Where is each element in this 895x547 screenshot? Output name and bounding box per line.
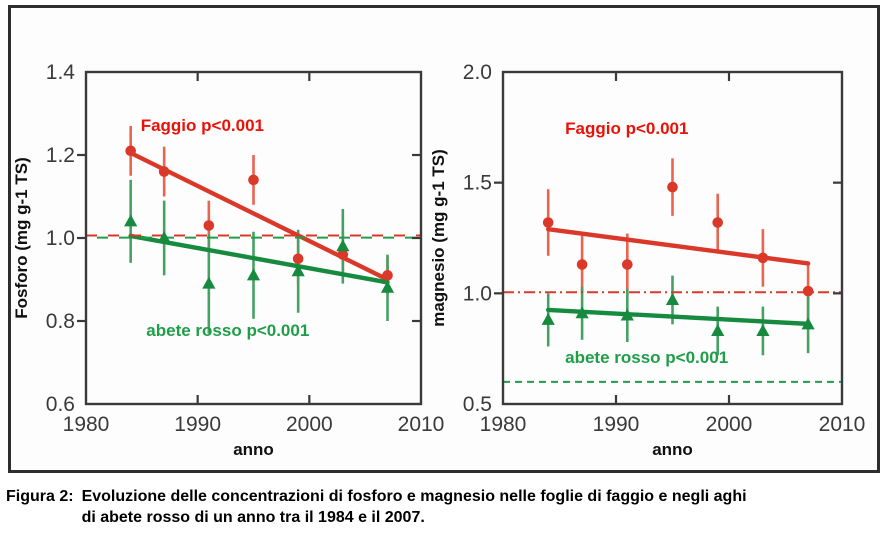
charts-svg: 1980 1990 2000 2010 0.6 0.8 1.0 1.2 1.4 anno Fosfo… bbox=[12, 61, 865, 459]
x-axis-label: anno bbox=[652, 440, 693, 459]
abete-rosso-point bbox=[202, 276, 216, 289]
y-tick-label: 0.5 bbox=[463, 393, 492, 416]
y-tick-label: 1.0 bbox=[463, 282, 492, 305]
y-tick-label: 1.5 bbox=[463, 172, 492, 195]
abete-rosso-trend-line bbox=[128, 233, 390, 285]
x-tick-label: 1980 bbox=[480, 413, 527, 436]
abete-rosso-point bbox=[291, 264, 305, 277]
faggio-point bbox=[667, 181, 678, 193]
figure-caption: Figura 2: Evoluzione delle concentrazion… bbox=[6, 486, 890, 528]
x-tick-label: 1990 bbox=[593, 413, 640, 436]
x-tick-label: 2010 bbox=[819, 413, 866, 436]
caption-label: Figura 2: bbox=[6, 488, 74, 505]
faggio-point bbox=[757, 252, 769, 264]
y-tick-label: 0.8 bbox=[46, 310, 75, 333]
faggio-point bbox=[712, 217, 723, 228]
x-tick-label: 2000 bbox=[286, 413, 333, 436]
faggio-annotation: Faggio p<0.001 bbox=[141, 116, 264, 135]
y-tick-label: 0.6 bbox=[46, 393, 75, 416]
faggio-point bbox=[382, 270, 393, 281]
faggio-point bbox=[622, 259, 633, 270]
caption-line1: Evoluzione delle concentrazioni di fosfo… bbox=[81, 488, 747, 505]
figure-frame: 1980 1990 2000 2010 0.6 0.8 1.0 1.2 1.4 anno Fosfo… bbox=[8, 5, 880, 473]
abete-rosso-point bbox=[620, 308, 634, 321]
faggio-point bbox=[542, 217, 554, 228]
y-tick-label: 1.0 bbox=[46, 227, 75, 250]
abete-rosso-point bbox=[380, 280, 395, 293]
faggio-trend-line bbox=[546, 226, 811, 266]
abete-rosso-point bbox=[336, 239, 350, 252]
x-tick-label: 2010 bbox=[398, 413, 445, 436]
y-tick-label: 1.4 bbox=[46, 61, 76, 84]
magnesio-chart: 1980 1990 2000 2010 0.5 1.0 1.5 2.0 anno magnesio… bbox=[429, 61, 865, 459]
x-tick-label: 1990 bbox=[174, 413, 221, 436]
abete-rosso-annotation: abete rosso p<0.001 bbox=[146, 321, 309, 340]
faggio-point bbox=[802, 285, 814, 297]
faggio-point bbox=[125, 145, 136, 157]
abete-rosso-point bbox=[711, 323, 725, 336]
faggio-point bbox=[248, 174, 259, 186]
abete-rosso-point bbox=[157, 231, 171, 243]
caption-text: Evoluzione delle concentrazioni di fosfo… bbox=[82, 486, 747, 528]
abete-rosso-point bbox=[124, 214, 138, 227]
faggio-point bbox=[292, 253, 304, 265]
abete-rosso-annotation: abete rosso p<0.001 bbox=[565, 348, 728, 367]
y-axis-label: Fosforo (mg g-1 TS) bbox=[12, 157, 31, 318]
abete-rosso-point bbox=[246, 268, 261, 281]
faggio-point bbox=[576, 259, 588, 270]
abete-rosso-point bbox=[665, 292, 680, 305]
abete-rosso-point bbox=[756, 323, 770, 336]
plot-frame bbox=[501, 70, 844, 406]
caption-line2: di abete rosso di un anno tra il 1984 e … bbox=[81, 509, 425, 526]
faggio-annotation: Faggio p<0.001 bbox=[565, 119, 688, 138]
x-tick-label: 1980 bbox=[63, 413, 110, 436]
x-axis-label: anno bbox=[233, 440, 274, 459]
x-tick-label: 2000 bbox=[706, 413, 753, 436]
abete-rosso-point bbox=[575, 306, 589, 319]
faggio-point bbox=[337, 249, 349, 260]
fosforo-chart: 1980 1990 2000 2010 0.6 0.8 1.0 1.2 1.4 anno Fosfo… bbox=[12, 61, 444, 459]
abete-rosso-point bbox=[801, 317, 815, 330]
faggio-point bbox=[158, 166, 170, 177]
y-tick-label: 1.2 bbox=[46, 144, 75, 167]
y-tick-label: 2.0 bbox=[463, 61, 492, 84]
abete-rosso-trend-line bbox=[546, 307, 811, 327]
y-axis-label: magnesio (mg g-1 TS) bbox=[429, 149, 448, 327]
abete-rosso-point bbox=[541, 312, 555, 325]
faggio-point bbox=[203, 220, 215, 231]
